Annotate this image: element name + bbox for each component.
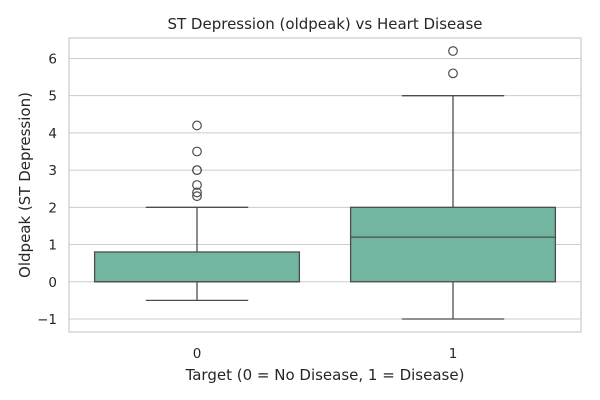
- box-iqr: [349, 206, 557, 283]
- y-tick-label: 1: [48, 238, 57, 254]
- outlier-point: [192, 165, 202, 176]
- x-tick-label: 0: [193, 346, 202, 362]
- y-tick-label: 4: [48, 126, 57, 142]
- y-tick-label: 6: [48, 51, 57, 67]
- y-tick-label: 0: [48, 275, 57, 291]
- y-tick-labels: −1 0 1 2 3 4 5 6: [37, 51, 57, 328]
- outlier-point: [448, 46, 458, 56]
- outlier-point: [192, 146, 202, 157]
- y-tick-label: 3: [48, 163, 57, 179]
- box-iqr: [93, 251, 301, 283]
- outlier-point: [192, 187, 202, 198]
- outlier-point: [192, 191, 202, 202]
- box-group-1: [349, 46, 557, 320]
- x-tick-label: 1: [449, 346, 458, 362]
- box-group-0: [93, 120, 301, 302]
- outlier-point: [448, 68, 458, 79]
- box-layer: [93, 46, 557, 320]
- outlier-point: [192, 180, 202, 190]
- x-axis-label: Target (0 = No Disease, 1 = Disease): [185, 366, 465, 384]
- y-tick-label: 2: [48, 200, 57, 216]
- plot-frame: [68, 37, 582, 333]
- outlier-point: [192, 120, 202, 131]
- y-tick-label: −1: [37, 312, 57, 328]
- chart-title: ST Depression (oldpeak) vs Heart Disease: [167, 15, 482, 33]
- y-axis-label: Oldpeak (ST Depression): [16, 92, 34, 278]
- y-tick-label: 5: [48, 89, 57, 105]
